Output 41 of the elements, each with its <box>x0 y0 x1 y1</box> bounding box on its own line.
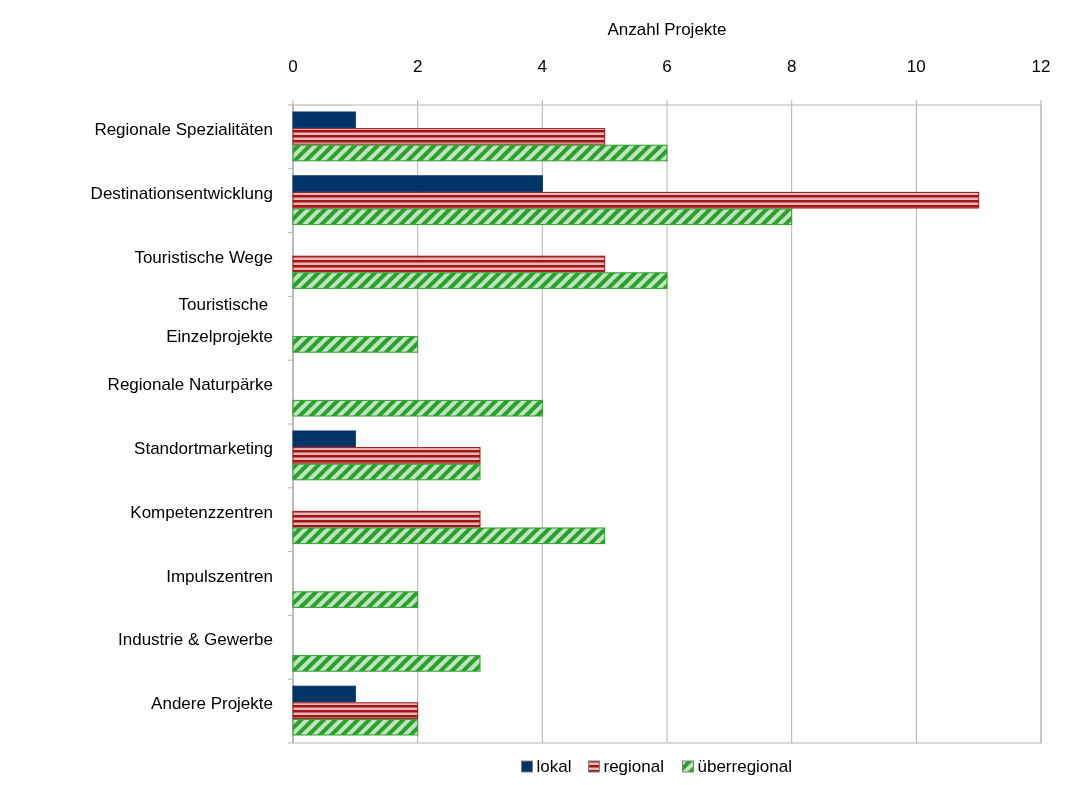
bar <box>292 175 543 192</box>
legend-label: überregional <box>697 757 793 776</box>
x-tick-label: 2 <box>412 57 423 76</box>
bar <box>292 399 543 417</box>
bar <box>292 655 481 672</box>
x-tick-label: 6 <box>662 57 672 76</box>
bar <box>292 144 668 162</box>
bar <box>292 208 793 226</box>
y-tick-label: Standortmarketing <box>134 438 273 458</box>
legend-label: lokal <box>536 757 572 776</box>
bar <box>292 510 481 528</box>
x-tick-label: 4 <box>537 57 548 76</box>
bar <box>292 128 606 145</box>
bar <box>292 191 980 209</box>
x-tick-label: 8 <box>786 57 797 76</box>
y-tick-label: Touristische Wege <box>134 247 273 267</box>
bar <box>292 336 419 353</box>
x-tick-label: 0 <box>288 57 298 76</box>
y-tick-label: Industrie & Gewerbe <box>118 630 273 650</box>
bar <box>292 718 419 736</box>
bar <box>292 463 481 481</box>
y-tick-label: Destinationsentwicklung <box>90 183 273 203</box>
y-tick-label: Andere Projekte <box>151 694 273 714</box>
x-tick-label: 12 <box>1031 57 1051 76</box>
bar <box>292 447 481 464</box>
bar <box>292 111 356 129</box>
bar <box>292 272 668 289</box>
x-tick-label: 10 <box>906 57 926 76</box>
y-tick-label: Regionale Spezialitäten <box>94 119 273 139</box>
bar <box>292 527 606 545</box>
x-axis-title: Anzahl Projekte <box>607 20 727 39</box>
bar <box>292 430 356 448</box>
bar <box>292 591 419 608</box>
y-tick-label: Regionale Naturpärke <box>107 375 273 395</box>
y-tick-label: Kompetenzzentren <box>130 502 273 522</box>
bar <box>292 685 356 703</box>
y-tick-label: Touristische Einzelprojekte <box>166 295 273 347</box>
bar <box>292 702 419 719</box>
legend-label: regional <box>603 757 664 776</box>
y-tick-label: Impulszentren <box>166 566 273 586</box>
bar <box>292 255 606 273</box>
